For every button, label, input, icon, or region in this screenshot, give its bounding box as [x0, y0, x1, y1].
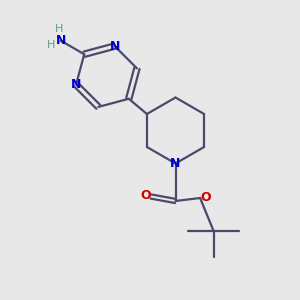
Text: N: N	[110, 40, 120, 52]
Text: H: H	[47, 40, 56, 50]
Text: O: O	[140, 189, 151, 203]
Text: N: N	[170, 157, 181, 170]
Text: H: H	[55, 24, 64, 34]
Text: O: O	[200, 191, 211, 204]
Text: N: N	[56, 34, 66, 47]
Text: N: N	[71, 78, 81, 91]
